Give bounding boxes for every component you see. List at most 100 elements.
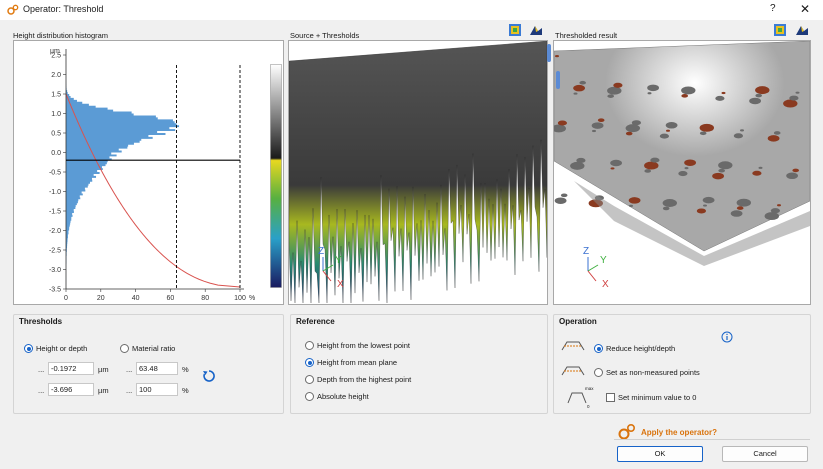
surface-pit [792, 168, 799, 173]
window-title: Operator: Threshold [23, 4, 104, 14]
y-tick-label: -1.5 [49, 209, 61, 216]
y-tick-label: -3.5 [49, 287, 61, 294]
reduce-height-label: Reduce height/depth [606, 344, 676, 353]
surface-pit [573, 84, 585, 92]
upper-height-dots-button[interactable]: ... [38, 365, 45, 374]
y-tick-label: 1.5 [51, 92, 61, 99]
surface-pit [681, 86, 696, 95]
view-3d-icon-2[interactable] [795, 23, 809, 37]
palette-map-icon-2[interactable] [773, 23, 787, 37]
surface-pit [579, 80, 586, 85]
result-3d-view[interactable]: Z Y X [553, 40, 811, 305]
x-tick-label: 0 [64, 295, 68, 302]
reference-mean-radio[interactable] [305, 358, 314, 367]
height-mode-radio[interactable] [24, 344, 33, 353]
lower-ratio-field[interactable]: 100 [136, 383, 178, 396]
surface-pit [644, 161, 659, 170]
surface-pit [628, 197, 641, 204]
source-surface[interactable] [289, 41, 547, 304]
surface-pit [755, 93, 762, 98]
palette-map-icon[interactable] [508, 23, 522, 37]
surface-pit [607, 94, 614, 98]
upper-ratio-field[interactable]: 63.48 [136, 362, 178, 375]
surface-pit [758, 166, 763, 169]
surface-pit [625, 124, 640, 133]
result-surface[interactable] [554, 41, 810, 304]
surface-pit [607, 86, 622, 95]
lower-ratio-dots-button[interactable]: ... [126, 386, 133, 395]
y-tick-label: -2.5 [49, 248, 61, 255]
lower-height-unit: µm [98, 386, 109, 395]
upper-height-unit: µm [98, 365, 109, 374]
upper-height-field[interactable]: -0.1972 [48, 362, 94, 375]
x-tick-label: 20 [97, 295, 105, 302]
reduce-height-radio[interactable] [594, 344, 603, 353]
view-3d-icon[interactable] [529, 23, 543, 37]
x-unit-label: % [249, 295, 255, 302]
surface-pit [557, 120, 567, 126]
ok-button[interactable]: OK [617, 446, 703, 462]
info-icon[interactable] [721, 331, 733, 343]
surface-pit [783, 99, 798, 108]
surface-pit [699, 123, 714, 132]
cancel-button[interactable]: Cancel [722, 446, 808, 462]
reference-highest-radio[interactable] [305, 375, 314, 384]
axis-x-label: X [337, 279, 344, 290]
upper-ratio-dots-button[interactable]: ... [126, 365, 133, 374]
axis-z-label: Z [318, 246, 325, 257]
close-button[interactable]: ✕ [800, 2, 811, 16]
surface-pit [629, 204, 633, 207]
footer-divider [614, 439, 810, 440]
ratio-mode-label: Material ratio [132, 344, 176, 353]
result-title: Thresholded result [555, 31, 618, 40]
thresholds-group: Thresholds Height or depth Material rati… [13, 314, 284, 414]
surface-pit [647, 92, 652, 95]
apply-gears-icon [618, 423, 636, 440]
reference-group: Reference Height from the lowest point H… [290, 314, 548, 414]
ratio-mode-radio[interactable] [120, 344, 129, 353]
lower-height-dots-button[interactable]: ... [38, 386, 45, 395]
reference-highest-label: Depth from the highest point [317, 375, 412, 384]
lower-height-field[interactable]: -3.696 [48, 383, 94, 396]
reset-icon[interactable] [202, 369, 216, 383]
zero-label: 0 [587, 404, 590, 409]
surface-pit [764, 212, 779, 221]
surface-pit [555, 55, 559, 58]
reference-absolute-radio[interactable] [305, 392, 314, 401]
surface-pit [644, 169, 651, 173]
surface-pit [715, 95, 725, 101]
surface-pit [662, 206, 670, 211]
surface-pit [770, 208, 780, 214]
non-measured-radio[interactable] [594, 368, 603, 377]
height-mode-label: Height or depth [36, 344, 88, 353]
surface-pit [755, 86, 770, 95]
surface-pit [736, 198, 751, 207]
surface-pit [795, 91, 800, 94]
operation-group: Operation Reduce height/depth Set as non… [553, 314, 811, 414]
y-tick-label: -3.0 [49, 267, 61, 274]
surface-pit [592, 129, 596, 133]
y-tick-label: 2.5 [51, 53, 61, 60]
surface-pit [650, 157, 660, 163]
surface-pit [773, 131, 781, 135]
scroll-handle-divider[interactable] [547, 44, 551, 62]
source-3d-view[interactable]: Z Y X [288, 40, 548, 305]
histogram-bars [66, 55, 180, 291]
scroll-handle-left[interactable] [556, 71, 560, 89]
set-min-checkbox[interactable] [606, 393, 615, 402]
reference-absolute-label: Absolute height [317, 392, 369, 401]
surface-pit [749, 97, 761, 105]
surface-pit [703, 204, 707, 207]
y-tick-label: 2.0 [51, 72, 61, 79]
histogram-panel[interactable]: 2.5 2.0 1.5 1.0 0.5 0.0 -0.5 -1.0 -1.5 -2.0 -2.5 -3… [13, 40, 284, 305]
histogram-chart[interactable]: 2.5 2.0 1.5 1.0 0.5 0.0 -0.5 -1.0 -1.5 -2.0 -2.5 -3… [14, 41, 283, 304]
axis-y-label: Y [335, 255, 342, 266]
surface-pit [678, 171, 688, 177]
lower-ratio-unit: % [182, 386, 189, 395]
x-tick-label: 40 [132, 295, 140, 302]
help-button[interactable]: ? [770, 3, 776, 14]
reference-lowest-radio[interactable] [305, 341, 314, 350]
surface-pit [560, 193, 568, 198]
color-scale-bar [270, 64, 282, 288]
upper-ratio-unit: % [182, 365, 189, 374]
